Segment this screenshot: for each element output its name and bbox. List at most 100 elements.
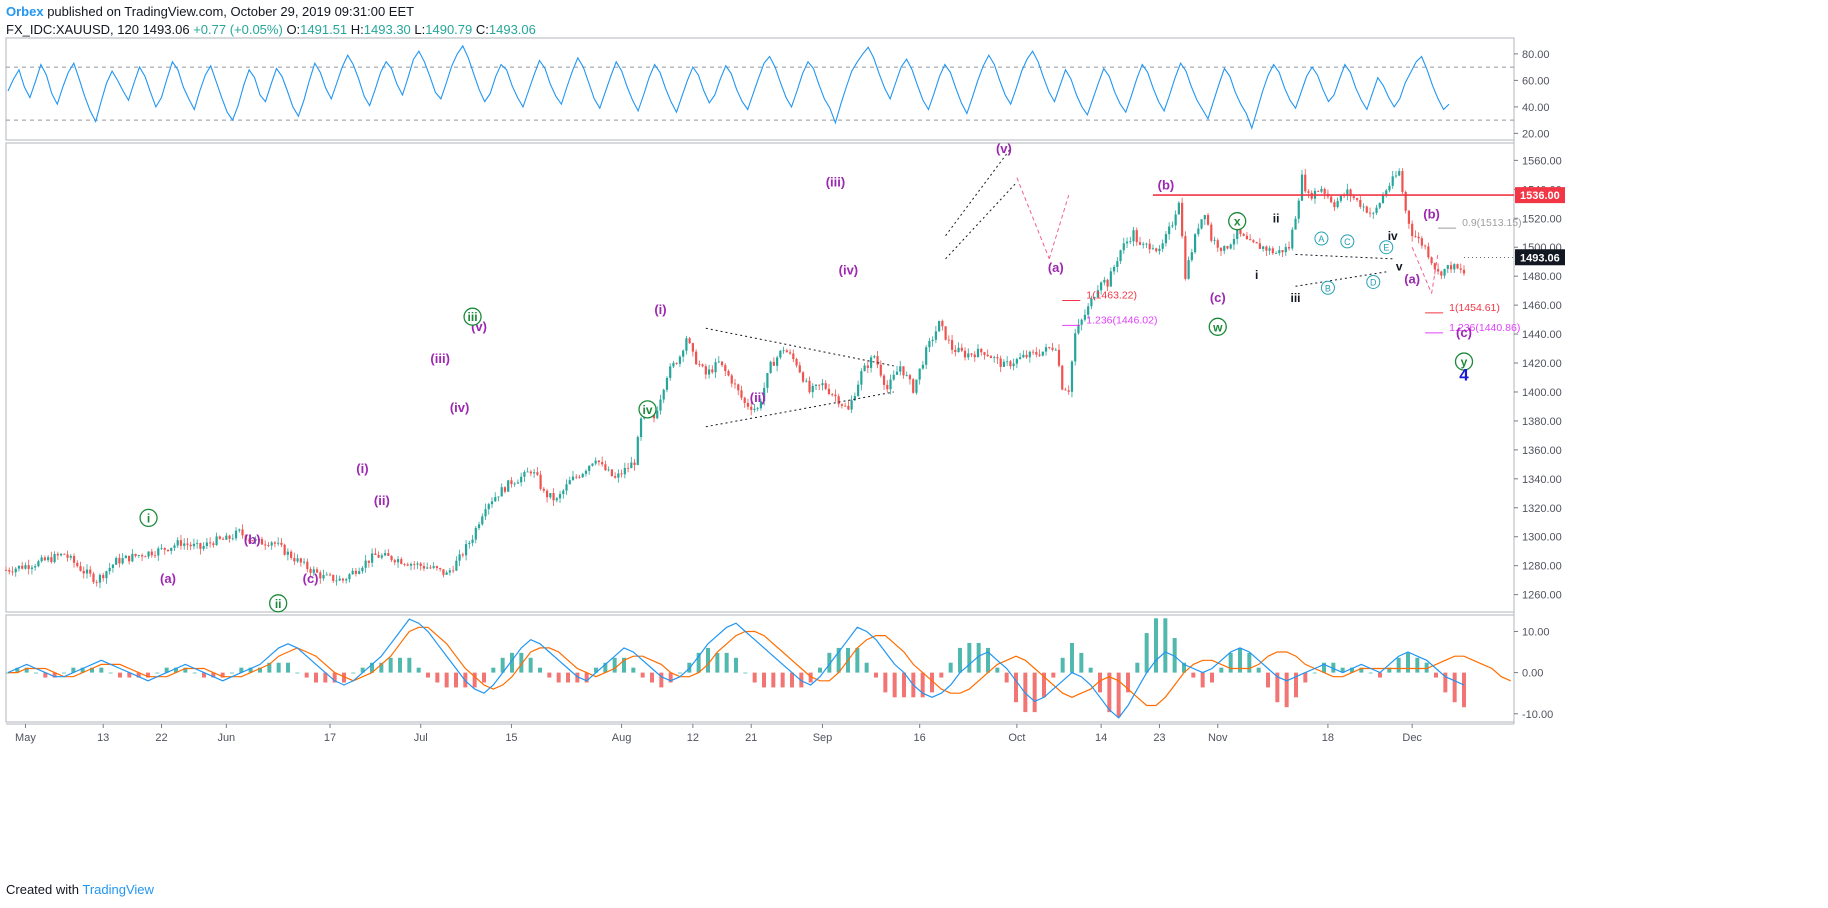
candle-body	[1449, 265, 1453, 270]
high-value: 1493.30	[363, 22, 411, 37]
candles	[4, 168, 1466, 589]
price-pane[interactable]: 1(1463.22) 1.236(1446.02) 0.9(1513.15) 1(14…	[4, 141, 1565, 613]
candle-body	[1074, 333, 1077, 362]
candle-body	[387, 553, 390, 556]
fib-level-label: 0.9(1513.15)	[1462, 217, 1522, 229]
macd-histogram-bar	[1014, 672, 1018, 703]
macd-histogram-bar	[342, 672, 346, 683]
candle-body	[53, 554, 56, 563]
time-axis[interactable]: May 13 22 Jun 17 Jul 15 Aug 12 21 Sep 16 Oct 14 23 Nov 1…	[15, 724, 1422, 744]
candle-body	[238, 529, 241, 531]
candle-body	[186, 543, 189, 545]
symbol-name[interactable]: FX_IDC:XAUUSD, 120	[6, 22, 139, 37]
time-tick-label: 17	[324, 732, 336, 744]
sub-wave-label: C	[1344, 237, 1351, 247]
time-tick-label: Dec	[1402, 732, 1422, 744]
candle-body	[921, 364, 925, 369]
macd-histogram-bar	[584, 672, 589, 683]
candle-body	[529, 471, 532, 474]
candle-body	[562, 490, 565, 495]
time-tick-label: Jun	[217, 732, 235, 744]
candle-body	[720, 361, 724, 366]
candle-body	[539, 474, 542, 489]
macd-histogram-bar	[1191, 672, 1196, 678]
candle-body	[555, 498, 558, 501]
candle-body	[79, 566, 82, 571]
candle-body	[1252, 240, 1255, 243]
macd-histogram-bar	[790, 672, 794, 688]
candle-body	[209, 542, 212, 544]
macd-histogram-bar	[1452, 672, 1457, 703]
candle-body	[950, 340, 954, 350]
tradingview-logo-link[interactable]: TradingView	[82, 882, 154, 897]
candle-body	[306, 561, 309, 570]
candle-body	[416, 563, 419, 565]
candle-body	[367, 560, 370, 563]
macd-histogram-bar	[1424, 662, 1429, 673]
candle-body	[840, 404, 844, 406]
candle-body	[212, 543, 215, 545]
macd-histogram-bar	[1200, 672, 1205, 688]
macd-histogram-bar	[71, 667, 76, 673]
candle-body	[429, 567, 432, 569]
candle-body	[1190, 252, 1193, 261]
wave-label: (c)	[303, 571, 319, 586]
candle-body	[1223, 246, 1226, 251]
candle-body	[118, 557, 121, 564]
candle-body	[244, 535, 247, 541]
price-tick-label: 1420.00	[1522, 358, 1562, 370]
candle-body	[928, 341, 931, 348]
time-tick-label: Oct	[1008, 732, 1025, 744]
candle-body	[733, 383, 737, 385]
price-change: +0.77 (+0.05%)	[193, 22, 283, 37]
wave-label-circled: iii	[468, 310, 478, 324]
macd-histogram-bar	[15, 667, 20, 673]
macd-histogram-bar	[1163, 618, 1168, 673]
candle-body	[312, 569, 315, 573]
candle-body	[1368, 212, 1372, 214]
candle-body	[218, 536, 221, 539]
candle-body	[393, 560, 396, 563]
candle-body	[290, 551, 293, 558]
candle-body	[753, 408, 756, 410]
candle-body	[1216, 240, 1219, 248]
macd-histogram-bar	[1359, 667, 1364, 673]
candle-body	[918, 368, 921, 380]
price-tick-label: 1520.00	[1522, 213, 1562, 225]
macd-pane[interactable]: 10.00 0.00 -10.00	[6, 618, 1553, 721]
rsi-tick-label: 40.00	[1522, 102, 1550, 114]
candle-body	[931, 339, 934, 342]
price-tick-label: 1400.00	[1522, 387, 1562, 399]
candle-body	[140, 555, 144, 557]
macd-histogram-bar	[827, 652, 832, 673]
candle-body	[163, 547, 166, 550]
price-tick-label: 1440.00	[1522, 329, 1562, 341]
macd-histogram-bar	[276, 662, 281, 673]
candle-body	[1070, 361, 1074, 392]
candle-body	[325, 574, 328, 576]
candle-body	[516, 482, 520, 484]
time-tick-label: 23	[1153, 732, 1165, 744]
candle-body	[1378, 203, 1381, 208]
candle-body	[1129, 241, 1132, 243]
macd-histogram-bar	[407, 657, 412, 673]
macd-histogram-bar	[1098, 672, 1102, 693]
candle-body	[1064, 389, 1067, 391]
candle-body	[578, 476, 581, 478]
resistance-price-label: 1536.00	[1520, 190, 1560, 202]
candle-body	[873, 356, 876, 358]
candle-body	[128, 555, 131, 562]
candle-body	[1417, 236, 1420, 239]
fib-level-label: 1(1454.61)	[1449, 302, 1500, 314]
candle-body	[1330, 196, 1333, 203]
pane-border	[5, 142, 1515, 613]
publisher-brand[interactable]: Orbex	[6, 4, 44, 19]
macd-histogram-bar	[668, 672, 673, 683]
candle-body	[695, 351, 698, 365]
candle-body	[1132, 230, 1135, 242]
candle-body	[788, 352, 792, 354]
macd-histogram-bar	[874, 672, 878, 678]
rsi-pane[interactable]: 80.00 60.00 40.00 20.00	[6, 44, 1550, 140]
candle-body	[364, 560, 367, 568]
